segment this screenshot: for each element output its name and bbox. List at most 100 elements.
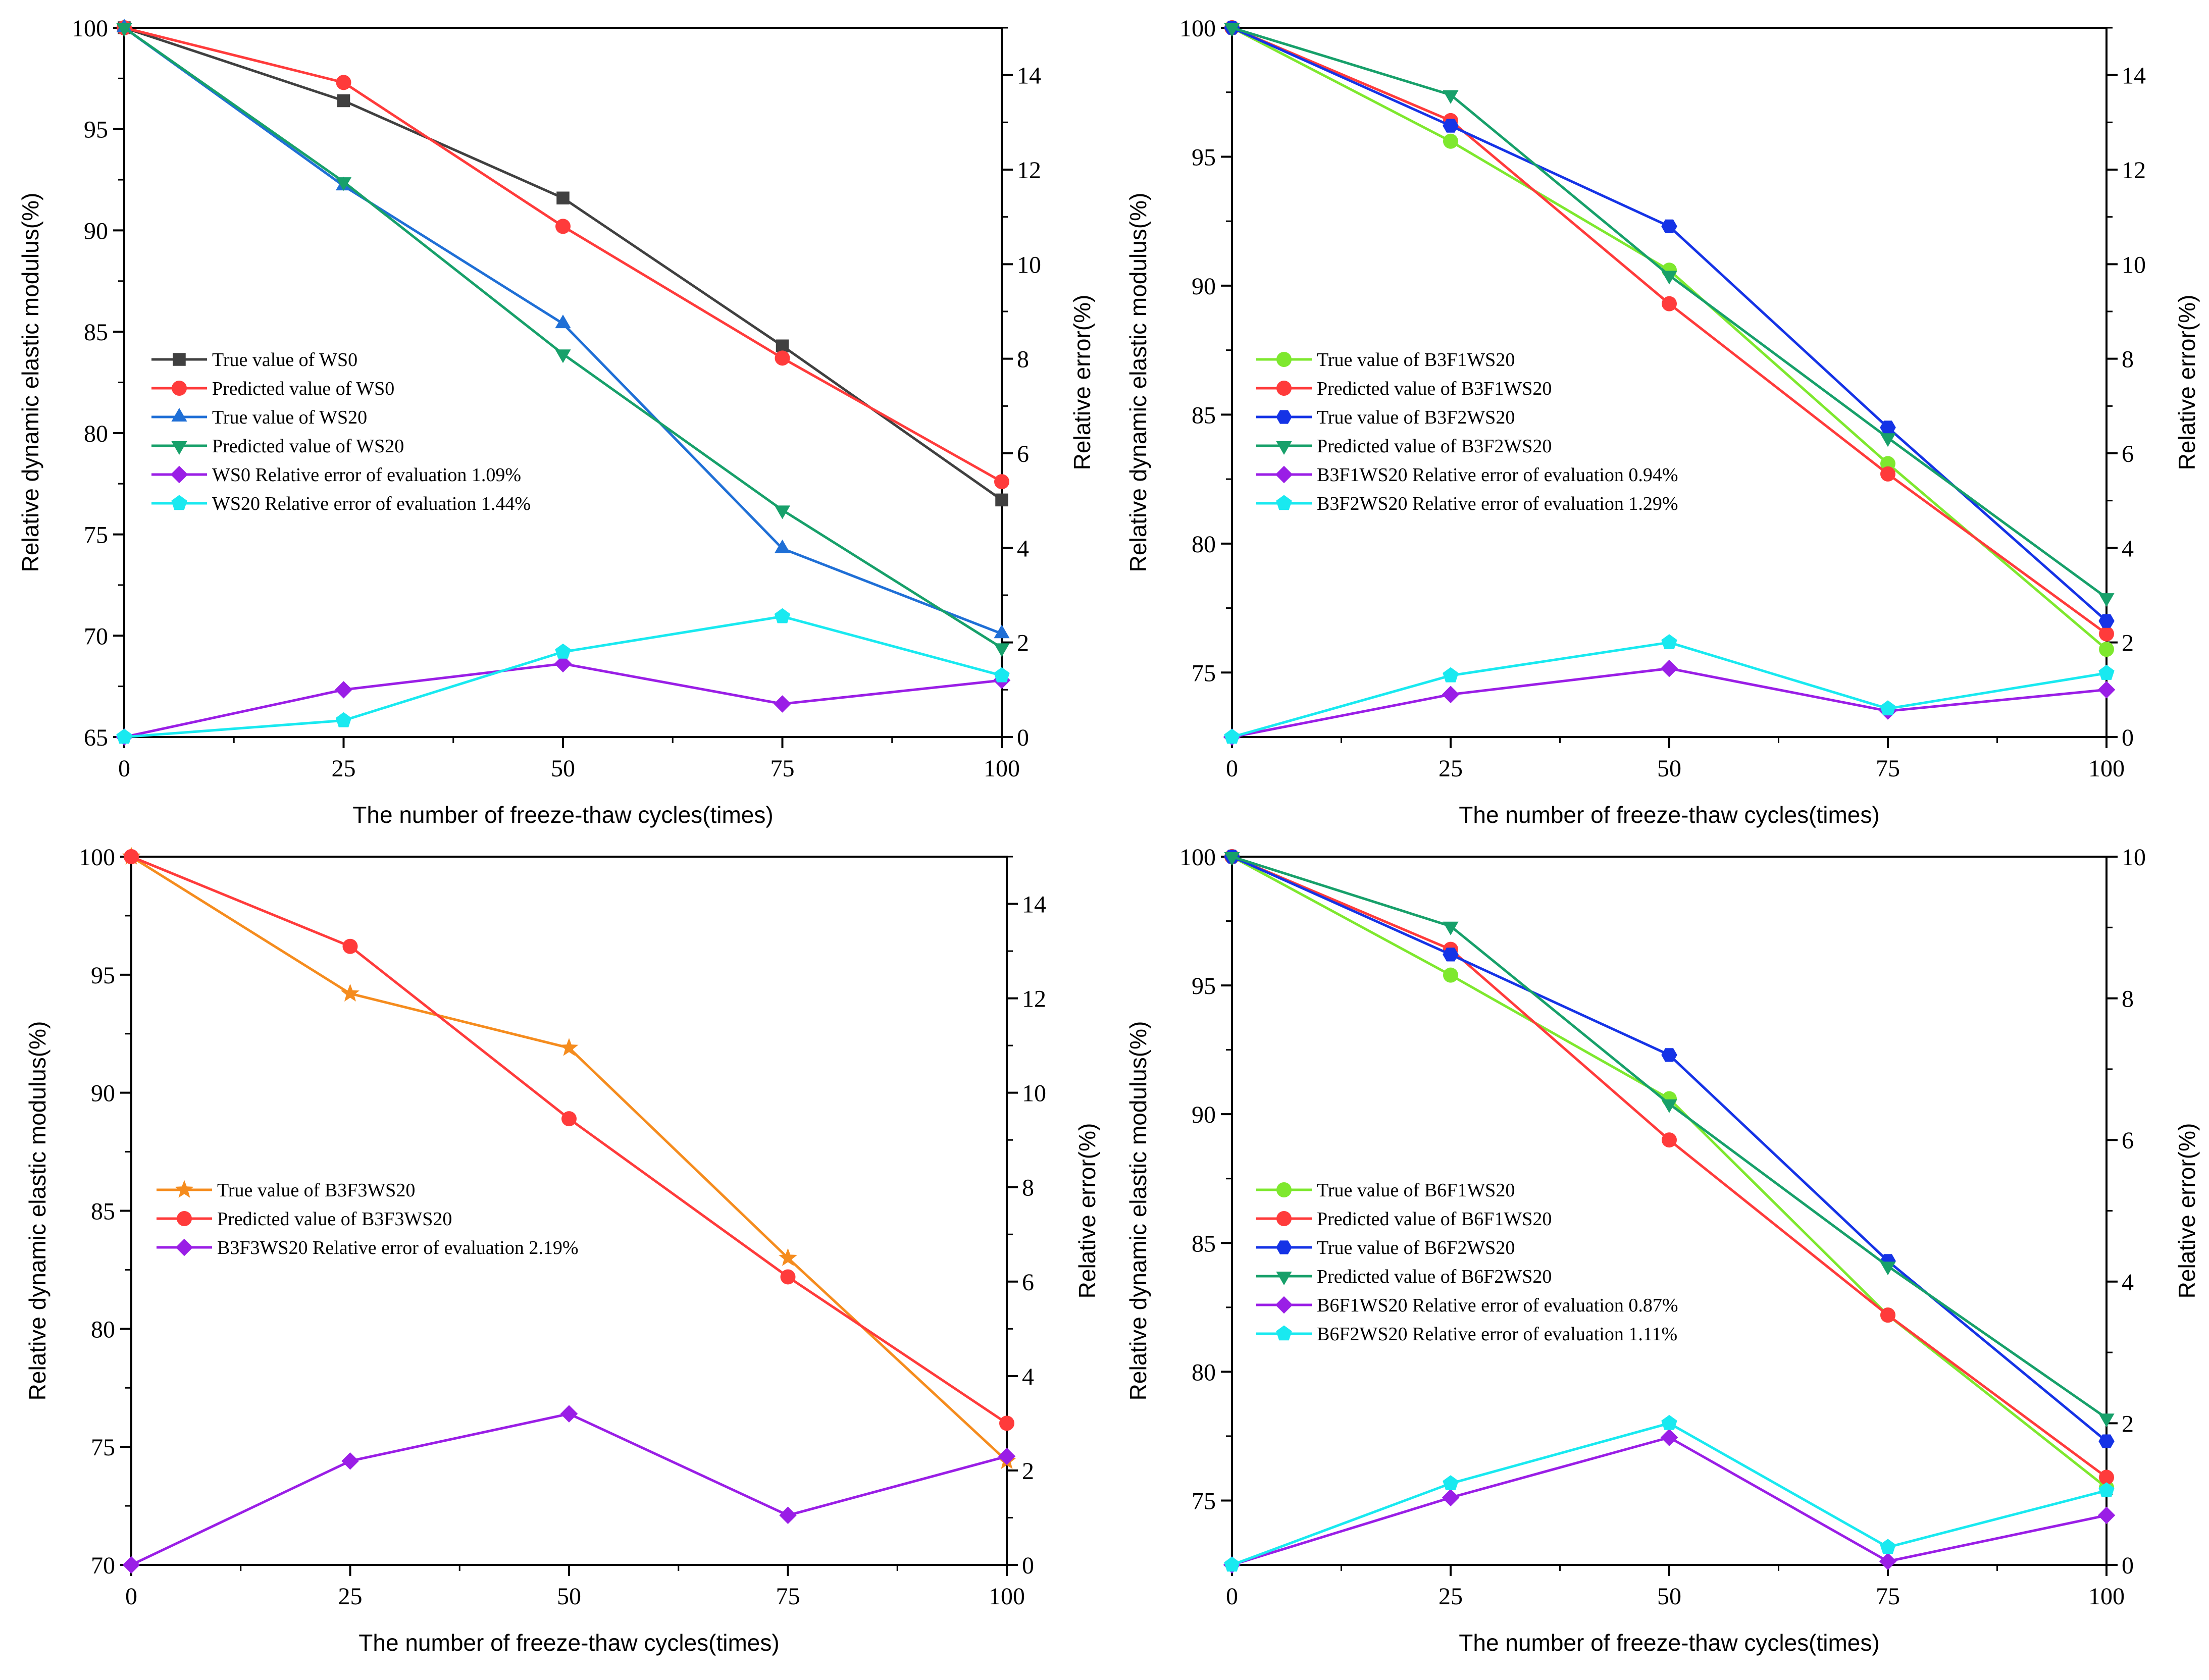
legend-label: Predicted value of B3F1WS20	[1317, 378, 1552, 399]
chart-panel-3: 0 25 50 75 100 70 75 80 85 90 95 100 0 2 4 6 8 10 12 14 The …	[24, 844, 1100, 1656]
y-tick-label: 85	[91, 1198, 115, 1225]
x-tick-label: 75	[770, 755, 795, 782]
series-ws20-relative-error-of-evaluation-1-44	[116, 608, 1010, 744]
y-tick-label: 95	[84, 117, 108, 143]
data-point	[2098, 614, 2115, 628]
legend-label: B3F2WS20 Relative error of evaluation 1.…	[1317, 493, 1678, 514]
x-tick-label: 0	[1226, 1583, 1238, 1610]
legend-marker	[1276, 1211, 1292, 1226]
data-point	[994, 667, 1010, 682]
data-point	[341, 983, 359, 1002]
y-tick-label: 90	[91, 1080, 115, 1107]
data-point	[1224, 23, 1240, 37]
series-true-value-of-b3f1ws20	[1224, 20, 2114, 657]
y-tick-label: 85	[1192, 402, 1216, 429]
y-tick-label: 80	[91, 1316, 115, 1343]
series-b3f3ws20-relative-error-of-evaluation-2-19	[122, 1405, 1016, 1574]
y2-tick-label: 4	[1022, 1363, 1034, 1390]
y2-tick-label: 2	[2122, 630, 2134, 657]
legend: True value of WS0 Predicted value of WS0 T…	[151, 349, 531, 514]
data-point	[1224, 728, 1240, 744]
data-point	[999, 1415, 1014, 1431]
legend-label: True value of B3F2WS20	[1317, 407, 1515, 428]
y-tick-label: 75	[84, 522, 108, 549]
data-point	[1880, 1307, 1895, 1323]
legend-label: B3F3WS20 Relative error of evaluation 2.…	[217, 1237, 579, 1258]
data-point	[775, 350, 790, 366]
data-point	[555, 314, 571, 329]
legend-label: B3F1WS20 Relative error of evaluation 0.…	[1317, 464, 1678, 486]
x-tick-label: 25	[1439, 755, 1463, 782]
data-point	[561, 1111, 577, 1127]
y-tick-label: 100	[1179, 15, 1216, 42]
data-point	[2098, 1434, 2115, 1448]
y2-tick-label: 8	[1017, 346, 1029, 373]
y-tick-label: 80	[1192, 531, 1216, 558]
y-axis-title: Relative dynamic elastic modulus(%)	[24, 1021, 50, 1401]
data-point	[1443, 967, 1458, 983]
series-true-value-of-ws0	[118, 21, 1008, 507]
series-line	[1231, 1436, 2107, 1566]
data-point	[1661, 271, 1677, 285]
data-point	[2099, 642, 2114, 657]
y-tick-label: 90	[1192, 273, 1216, 300]
x-tick-label: 75	[1876, 755, 1900, 782]
data-point	[1661, 1099, 1677, 1113]
data-point	[1880, 1539, 1896, 1554]
series-predicted-value-of-ws20	[116, 23, 1010, 657]
y2-tick-label: 0	[1022, 1552, 1034, 1579]
y2-tick-label: 14	[2122, 63, 2146, 89]
data-point	[554, 655, 572, 673]
y-tick-label: 75	[1192, 1488, 1216, 1514]
data-point	[774, 539, 791, 553]
data-point	[1880, 700, 1896, 716]
x-axis-title: The number of freeze-thaw cycles(times)	[352, 802, 773, 828]
x-tick-label: 0	[118, 755, 130, 782]
legend-marker	[1276, 495, 1292, 510]
data-point	[776, 339, 789, 352]
data-point	[1661, 219, 1677, 233]
legend: True value of B6F1WS20 Predicted value of…	[1256, 1180, 1678, 1345]
x-tick-label: 25	[332, 755, 356, 782]
data-point	[1880, 433, 1896, 447]
data-point	[341, 1452, 359, 1470]
legend-marker	[175, 1180, 194, 1198]
x-tick-label: 50	[551, 755, 575, 782]
legend-marker	[1276, 1240, 1292, 1254]
x-axis-title: The number of freeze-thaw cycles(times)	[1459, 802, 1879, 828]
data-point	[1880, 1262, 1896, 1276]
y-tick-label: 100	[72, 15, 108, 42]
data-point	[556, 191, 570, 204]
x-axis-title: The number of freeze-thaw cycles(times)	[358, 1630, 779, 1656]
data-point	[2097, 681, 2116, 699]
data-point	[1879, 1552, 1897, 1570]
series-line	[1231, 855, 2108, 1489]
x-axis-title: The number of freeze-thaw cycles(times)	[1459, 1630, 1879, 1656]
y-tick-label: 85	[1192, 1230, 1216, 1257]
x-tick-label: 50	[1657, 1583, 1681, 1610]
series-line	[130, 1412, 1007, 1566]
data-point	[994, 474, 1009, 490]
chart-panel-1: 0 25 50 75 100 65 70 75 80 85 90 95 100 0 2 4 6 8 10 12 14 Th…	[17, 15, 1095, 828]
data-point	[342, 938, 358, 954]
legend-marker	[1276, 441, 1292, 455]
x-tick-label: 25	[1439, 1583, 1463, 1610]
legend-label: Predicted value of B3F2WS20	[1317, 436, 1552, 457]
y2-tick-label: 14	[1022, 891, 1046, 918]
legend-label: True value of B6F1WS20	[1317, 1180, 1515, 1201]
y2-tick-label: 4	[1017, 535, 1029, 562]
y2-tick-label: 6	[1022, 1269, 1034, 1296]
data-point	[994, 624, 1010, 639]
legend-marker	[175, 1238, 193, 1256]
legend-label: True value of WS20	[212, 407, 367, 428]
y-tick-label: 70	[91, 1552, 115, 1579]
y2-tick-label: 0	[2122, 724, 2134, 751]
legend-label: WS20 Relative error of evaluation 1.44%	[212, 493, 531, 514]
legend-marker	[1276, 1182, 1292, 1197]
series-line	[1231, 26, 2108, 622]
legend-marker	[1276, 352, 1292, 367]
series-true-value-of-ws20	[116, 19, 1010, 639]
data-point	[1442, 1489, 1460, 1506]
data-point	[2099, 1469, 2114, 1485]
data-point	[116, 728, 132, 744]
